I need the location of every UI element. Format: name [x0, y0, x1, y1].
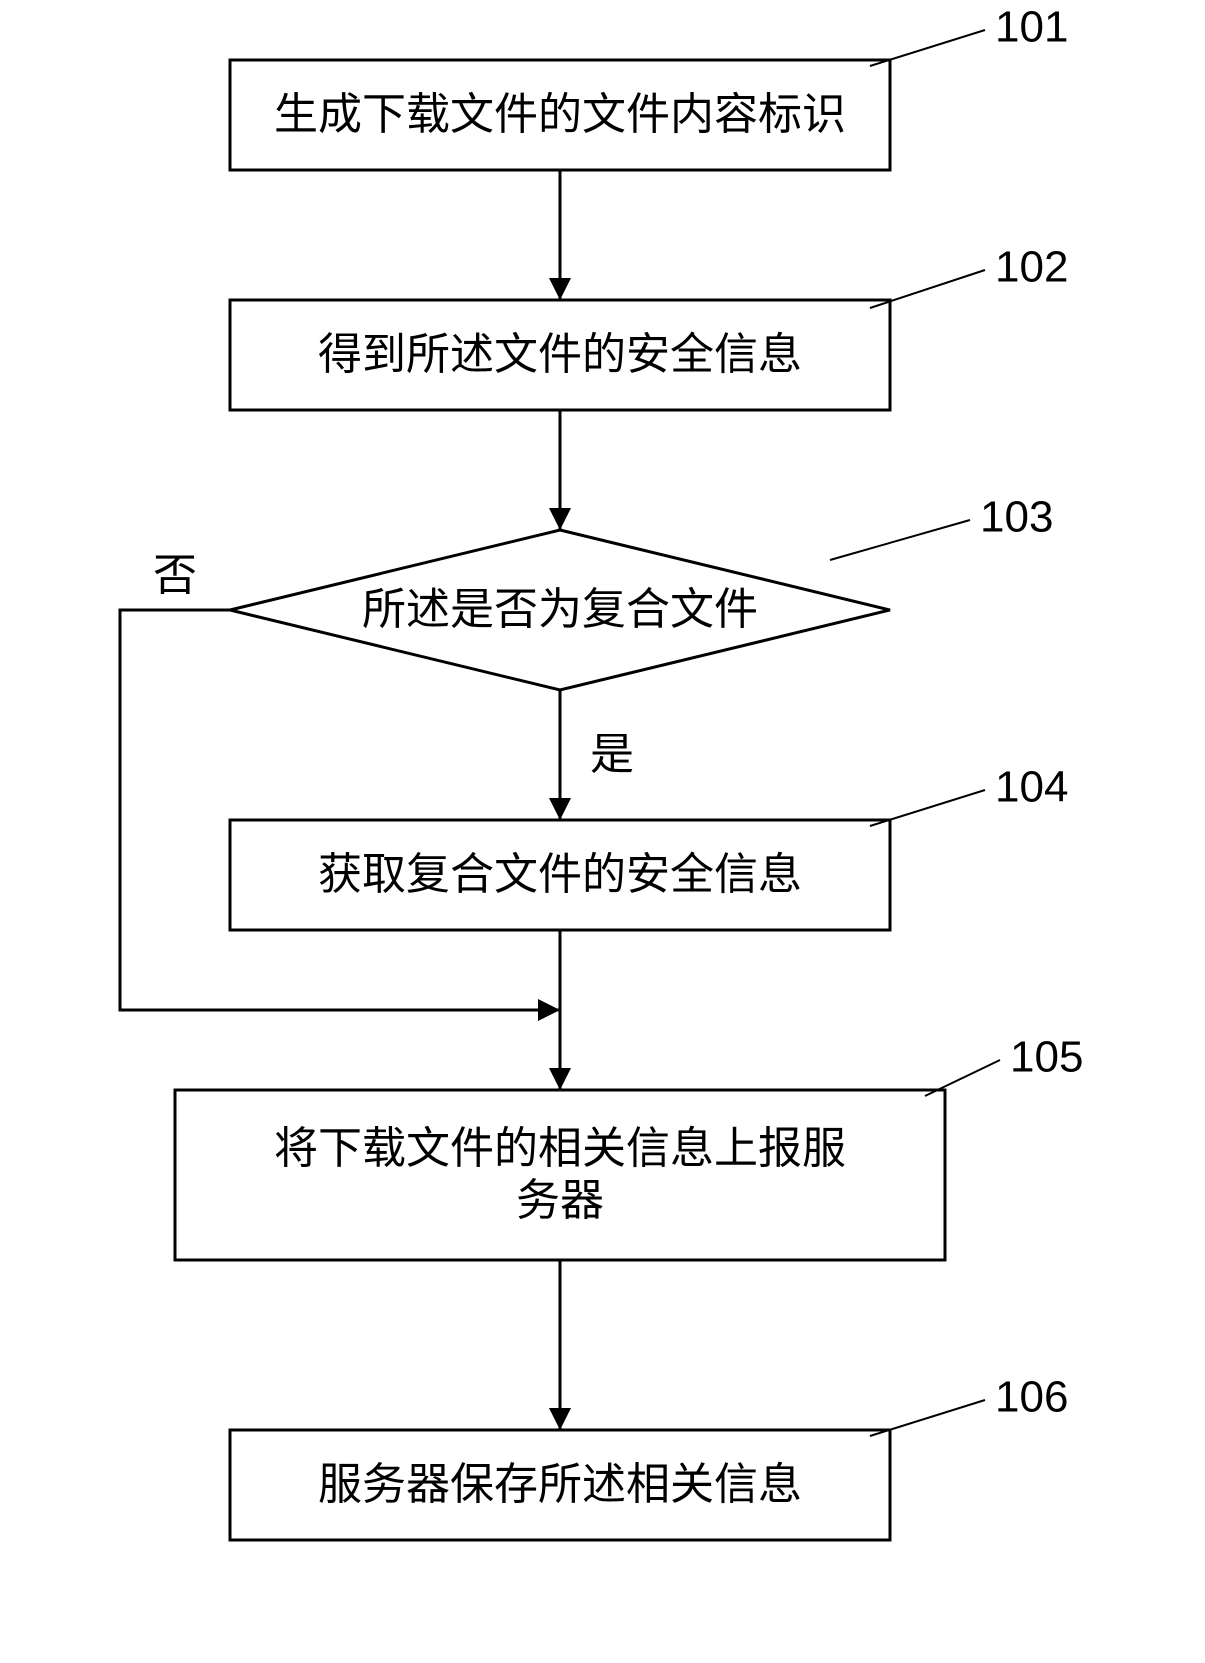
svg-text:获取复合文件的安全信息: 获取复合文件的安全信息	[318, 850, 802, 899]
svg-text:否: 否	[153, 551, 197, 600]
svg-text:101: 101	[995, 3, 1068, 52]
svg-text:服务器保存所述相关信息: 服务器保存所述相关信息	[318, 1460, 802, 1509]
svg-text:所述是否为复合文件: 所述是否为复合文件	[362, 585, 758, 634]
svg-text:生成下载文件的文件内容标识: 生成下载文件的文件内容标识	[274, 90, 846, 139]
svg-text:104: 104	[995, 763, 1068, 812]
svg-text:102: 102	[995, 243, 1068, 292]
svg-text:105: 105	[1010, 1033, 1083, 1082]
svg-text:务器: 务器	[516, 1176, 604, 1225]
svg-text:是: 是	[590, 730, 634, 779]
svg-text:得到所述文件的安全信息: 得到所述文件的安全信息	[318, 330, 802, 379]
svg-text:将下载文件的相关信息上报服: 将下载文件的相关信息上报服	[274, 1124, 846, 1173]
svg-text:106: 106	[995, 1373, 1068, 1422]
svg-text:103: 103	[980, 493, 1053, 542]
